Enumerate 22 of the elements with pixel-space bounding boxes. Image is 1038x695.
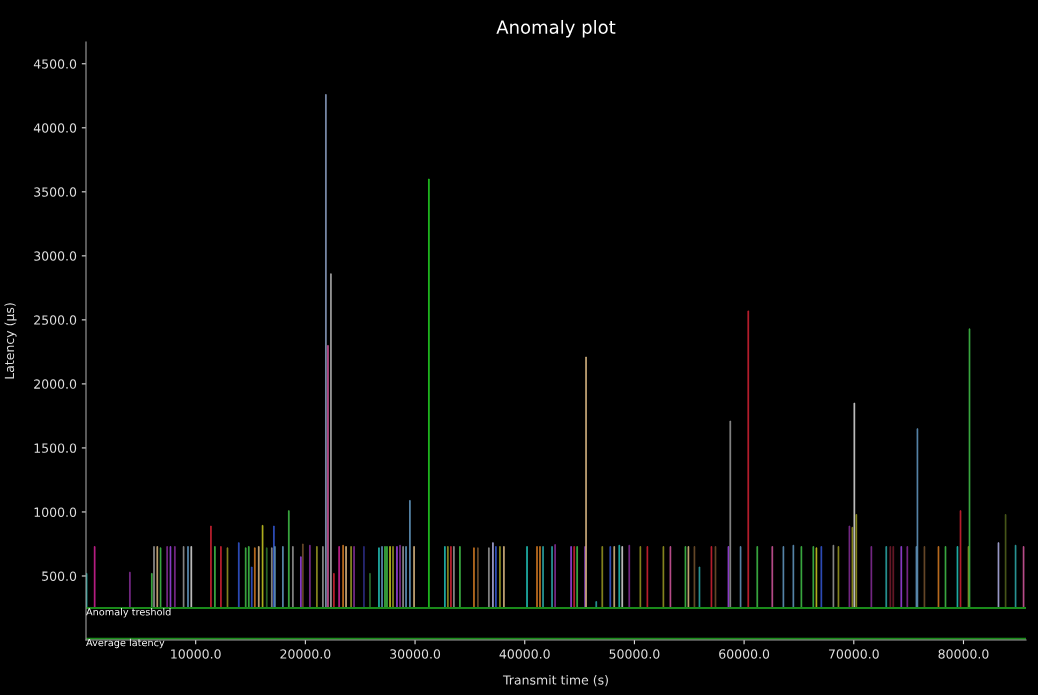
y-tick-label: 500.0: [42, 571, 77, 581]
x-tick-label: 10000.0: [171, 649, 221, 659]
x-tick-label: 70000.0: [828, 649, 879, 659]
chart-title: Anomaly plot: [496, 19, 616, 38]
x-tick-label: 80000.0: [938, 649, 989, 659]
y-tick-label: 2000.0: [34, 379, 77, 389]
x-tick-label: 20000.0: [280, 649, 331, 659]
x-tick-label: 30000.0: [390, 649, 441, 659]
x-tick-label: 50000.0: [609, 649, 660, 659]
y-tick-label: 4500.0: [33, 59, 77, 69]
y-tick-label: 3000.0: [34, 251, 77, 261]
x-axis-title: Transmit time (s): [502, 675, 608, 687]
ref-line-label: Anomaly treshold: [86, 607, 171, 618]
y-tick-label: 1000.0: [34, 507, 77, 517]
y-tick-label: 1500.0: [34, 443, 77, 453]
x-tick-label: 60000.0: [719, 649, 770, 659]
ref-line-label: Average latency: [86, 638, 165, 649]
y-tick-label: 3500.0: [34, 187, 77, 197]
y-tick-label: 4000.0: [33, 123, 77, 133]
y-axis-title: Latency (µs): [4, 303, 17, 379]
y-tick-label: 2500.0: [34, 315, 77, 325]
x-tick-label: 40000.0: [499, 649, 550, 659]
